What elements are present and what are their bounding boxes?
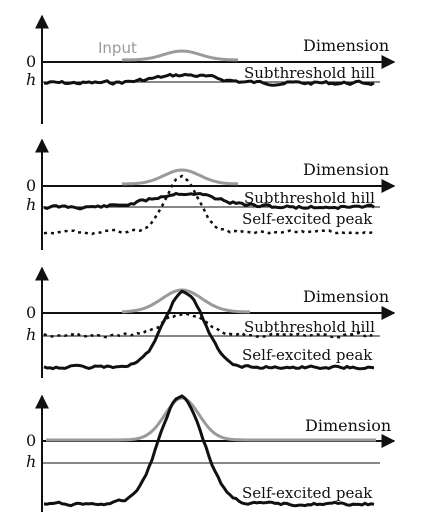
panel-4: 0 h Dimension Self-excited peak bbox=[26, 394, 396, 512]
panel-4-zero-label: 0 bbox=[26, 431, 36, 450]
panel-2-zero-label: 0 bbox=[26, 176, 36, 195]
panel-2-subthreshold-label: Subthreshold hill bbox=[244, 189, 375, 207]
panel-3-self-excited-label: Self-excited peak bbox=[242, 346, 373, 364]
panel-3-input-curve bbox=[121, 288, 250, 314]
panel-1-input-curve bbox=[121, 49, 238, 62]
panel-4-h-label: h bbox=[26, 452, 36, 471]
panel-2-dotted-curve bbox=[43, 174, 375, 236]
panel-4-self-excited-label: Self-excited peak bbox=[242, 484, 373, 502]
panel-3: 0 h Dimension Subthreshold hill Self-exc… bbox=[26, 266, 396, 378]
panel-1-zero-label: 0 bbox=[26, 52, 36, 71]
panel-1-h-label: h bbox=[26, 70, 36, 89]
panel-2-h-label: h bbox=[26, 195, 36, 214]
panel-2-input-curve bbox=[122, 168, 239, 186]
panel-3-zero-label: 0 bbox=[26, 303, 36, 322]
panel-1-activation-curve bbox=[43, 72, 375, 87]
panel-4-input-curve bbox=[46, 396, 376, 442]
panel-1-input-label: Input bbox=[98, 39, 137, 57]
panel-3-subthreshold-label: Subthreshold hill bbox=[244, 318, 375, 336]
panel-4-dimension-label: Dimension bbox=[305, 416, 391, 435]
panel-2: 0 h Dimension Subthreshold hill Self-exc… bbox=[26, 138, 396, 250]
panel-4-activation-curve bbox=[43, 394, 375, 508]
panel-2-activation-curve bbox=[43, 191, 375, 211]
panel-2-dimension-label: Dimension bbox=[303, 160, 389, 179]
panel-1-dimension-label: Dimension bbox=[303, 36, 389, 55]
panel-3-dotted-curve bbox=[43, 312, 375, 339]
panel-2-self-excited-label: Self-excited peak bbox=[242, 210, 373, 228]
panel-3-dimension-label: Dimension bbox=[303, 287, 389, 306]
panel-3-h-label: h bbox=[26, 325, 36, 344]
panel-1: 0 h Input Dimension Subthreshold hill bbox=[26, 14, 396, 124]
panel-1-subthreshold-label: Subthreshold hill bbox=[244, 64, 375, 82]
panel-3-activation-curve bbox=[43, 289, 375, 371]
